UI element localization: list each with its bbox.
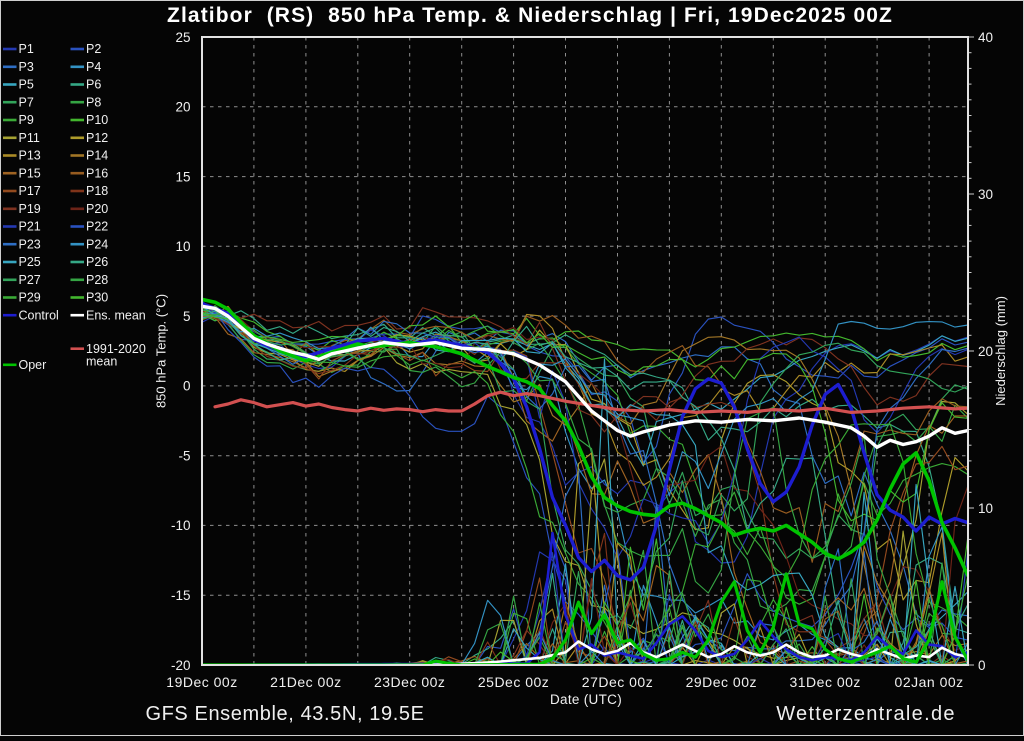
svg-text:P5: P5: [19, 78, 34, 92]
svg-text:15: 15: [175, 169, 190, 184]
svg-text:5: 5: [183, 309, 191, 324]
svg-text:P26: P26: [86, 255, 108, 269]
svg-text:Date (UTC): Date (UTC): [550, 692, 622, 707]
svg-text:P2: P2: [86, 42, 101, 56]
svg-text:-15: -15: [171, 588, 191, 603]
svg-text:mean: mean: [86, 355, 117, 369]
svg-text:P28: P28: [86, 273, 108, 287]
svg-text:25Dec 00z: 25Dec 00z: [478, 674, 549, 690]
svg-text:P14: P14: [86, 149, 108, 163]
svg-text:02Jan 00z: 02Jan 00z: [895, 674, 964, 690]
svg-text:10: 10: [978, 501, 993, 516]
svg-text:P17: P17: [19, 184, 41, 198]
svg-text:P20: P20: [86, 202, 108, 216]
svg-text:-20: -20: [171, 658, 191, 673]
svg-text:0: 0: [978, 658, 986, 673]
svg-text:P3: P3: [19, 60, 34, 74]
svg-text:P16: P16: [86, 166, 108, 180]
svg-text:1991-2020: 1991-2020: [86, 342, 146, 356]
svg-text:P15: P15: [19, 166, 41, 180]
svg-text:Zlatibor (RS) 850 hPa Temp.: Zlatibor (RS) 850 hPa Temp. & Niederschl…: [167, 4, 893, 27]
svg-text:P9: P9: [19, 113, 34, 127]
svg-text:P6: P6: [86, 78, 101, 92]
svg-text:P24: P24: [86, 237, 108, 251]
svg-text:P21: P21: [19, 220, 41, 234]
svg-text:27Dec 00z: 27Dec 00z: [582, 674, 653, 690]
svg-text:21Dec 00z: 21Dec 00z: [270, 674, 341, 690]
svg-text:P13: P13: [19, 149, 41, 163]
svg-text:GFS Ensemble, 43.5N, 19.5E: GFS Ensemble, 43.5N, 19.5E: [145, 703, 424, 725]
svg-text:P23: P23: [19, 237, 41, 251]
svg-text:P11: P11: [19, 131, 40, 145]
svg-text:29Dec 00z: 29Dec 00z: [686, 674, 757, 690]
svg-text:P18: P18: [86, 184, 108, 198]
svg-text:10: 10: [175, 239, 190, 254]
svg-text:30: 30: [978, 187, 993, 202]
svg-text:P30: P30: [86, 291, 108, 305]
svg-text:40: 40: [978, 30, 993, 45]
svg-text:-10: -10: [171, 518, 191, 533]
svg-text:Oper: Oper: [19, 358, 47, 372]
svg-text:20: 20: [175, 100, 190, 115]
svg-text:19Dec 00z: 19Dec 00z: [166, 674, 237, 690]
svg-text:-5: -5: [178, 449, 190, 464]
svg-text:P12: P12: [86, 131, 108, 145]
svg-text:31Dec 00z: 31Dec 00z: [789, 674, 860, 690]
svg-text:P19: P19: [19, 202, 41, 216]
svg-text:25: 25: [175, 30, 190, 45]
svg-text:P22: P22: [86, 220, 108, 234]
svg-text:23Dec 00z: 23Dec 00z: [374, 674, 445, 690]
svg-text:Ens. mean: Ens. mean: [86, 308, 146, 322]
svg-text:Niederschlag (mm): Niederschlag (mm): [993, 296, 1008, 406]
svg-text:P4: P4: [86, 60, 101, 74]
svg-text:P29: P29: [19, 291, 41, 305]
svg-text:P27: P27: [19, 273, 41, 287]
svg-text:0: 0: [183, 379, 191, 394]
svg-text:P25: P25: [19, 255, 41, 269]
svg-text:20: 20: [978, 344, 993, 359]
svg-text:Control: Control: [19, 308, 59, 322]
svg-text:Wetterzentrale.de: Wetterzentrale.de: [776, 703, 956, 725]
svg-text:P10: P10: [86, 113, 108, 127]
svg-text:P7: P7: [19, 96, 34, 110]
svg-text:P1: P1: [19, 42, 34, 56]
svg-text:P8: P8: [86, 96, 101, 110]
svg-text:850 hPa Temp. (°C): 850 hPa Temp. (°C): [154, 294, 169, 408]
